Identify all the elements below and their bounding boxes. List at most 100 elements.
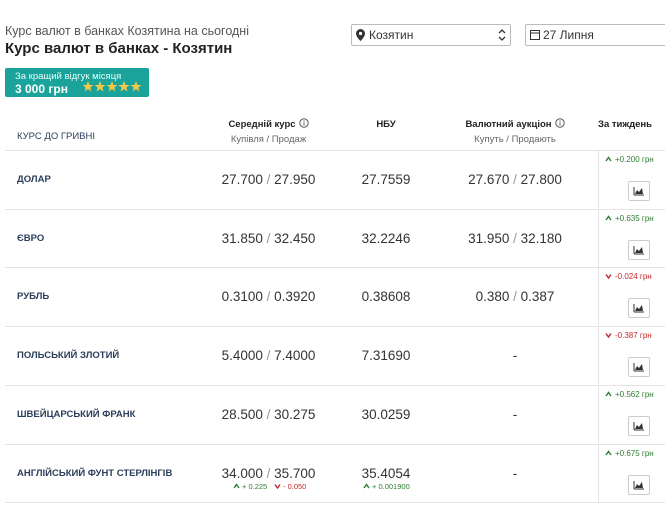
info-icon[interactable] [298, 118, 309, 128]
stars [83, 81, 142, 92]
review-badge[interactable]: За кращий відгук місяця 3 000 грн [5, 68, 149, 97]
buy-rate: 5.4000 [222, 348, 275, 363]
sell-rate: 27.800 [520, 172, 562, 187]
nbu-value: 27.7559 [361, 172, 411, 187]
sell-rate: 30.275 [274, 406, 316, 422]
badge-text: За кращий відгук місяця [15, 71, 122, 82]
title: Курс валют в банках - Козятин [5, 40, 233, 57]
chart-button[interactable] [628, 415, 650, 436]
chart-button[interactable] [628, 239, 650, 260]
column-header: За тиждень [598, 119, 665, 134]
week-value: +0.635 грн [615, 213, 654, 223]
nbu-rate: 35.4054 + 0.001900 [340, 444, 435, 502]
sell-rate: 7.4000 [274, 348, 316, 364]
change-value: + 0.001900 [372, 481, 410, 491]
week-value: +0.675 грн [615, 448, 654, 458]
arrow-up [605, 156, 612, 162]
week-value: -0.387 грн [615, 331, 652, 341]
chart-icon [633, 421, 644, 431]
auction-rate: - [435, 327, 598, 385]
info-icon[interactable] [554, 118, 565, 128]
nbu-rate: 27.7559 [340, 151, 435, 208]
date-input[interactable]: 27 Липня [525, 24, 665, 46]
sell-rate: 27.950 [274, 172, 316, 187]
column-title: Валютний аукціон [435, 118, 595, 130]
average-rate: 0.31000.3920 [197, 268, 343, 326]
nbu-value: 0.38608 [361, 289, 411, 305]
buy-rate: 27.700 [222, 172, 275, 187]
arrow-up [363, 482, 370, 488]
arrow-down [274, 483, 281, 489]
currency-name: Долар [5, 151, 195, 208]
average-change: + 0.225 [233, 482, 267, 491]
sell-rate: 32.180 [520, 230, 562, 246]
table-row: Євро31.85032.45032.224631.95032.180+0.63… [5, 208, 665, 268]
column-subtitle: Купуть / Продають [474, 134, 556, 145]
average-rate: 31.85032.450 [197, 209, 343, 267]
arrow-up [605, 391, 612, 397]
arrow-down [605, 333, 612, 339]
buy-rate: 34.000 [222, 466, 275, 481]
arrow-up [605, 214, 612, 221]
nbu-change: + 0.001900 [363, 482, 410, 491]
nbu-rate: 0.38608 [340, 268, 435, 326]
change-value: - 0.050 [283, 481, 307, 491]
arrow-up [605, 449, 612, 455]
auction-rate: 27.67027.800 [435, 151, 598, 208]
column-header: Валютний аукціон Купуть / Продають [435, 118, 595, 145]
average-change: - 0.050 [274, 482, 306, 491]
week-value: +0.200 грн [615, 155, 654, 164]
nbu-rate: 32.2246 [340, 209, 435, 267]
no-rate: - [512, 348, 518, 364]
table-bottom-border [5, 502, 665, 503]
week-change: +0.562 грн [605, 390, 654, 399]
column-header: НБУ [340, 119, 432, 134]
week-change: +0.200 грн [605, 155, 654, 164]
pin-icon [356, 29, 365, 41]
chart-icon [633, 363, 644, 372]
currency-name: Рубль [5, 268, 195, 326]
column-header: КУРС ДО ГРИВНІ [5, 131, 207, 142]
column-title: Середній курс [197, 118, 340, 130]
weekly-change: +0.675 грн [598, 444, 665, 502]
subtitle: Курс валют в банках Козятина на сьогодні [5, 24, 249, 38]
select-arrows [498, 29, 506, 41]
chart-icon [633, 245, 644, 255]
table-row: Рубль0.31000.39200.386080.3800.387-0.024… [5, 267, 665, 326]
weekly-change: -0.387 грн [598, 327, 665, 385]
auction-rate: 0.3800.387 [435, 268, 598, 326]
week-change: -0.387 грн [605, 331, 652, 340]
sell-rate: 32.450 [274, 230, 316, 246]
buy-rate: 28.500 [222, 407, 275, 422]
auction-rate: - [435, 385, 598, 443]
nbu-value: 30.0259 [361, 406, 411, 422]
nbu-value: 35.4054 [361, 465, 411, 481]
table-row: Швейцарський франк 28.50030.275 30.0259 -+0… [5, 384, 665, 444]
buy-rate: 31.850 [222, 231, 275, 246]
calendar-icon [530, 30, 540, 40]
table-row: Долар27.70027.95027.755927.67027.800+0.2… [5, 150, 665, 209]
chart-button[interactable] [628, 357, 650, 378]
currency-name: Швейцарський франк [5, 385, 195, 443]
change-value: + 0.225 [242, 481, 268, 491]
nbu-value: 32.2246 [361, 230, 411, 246]
weekly-change: +0.635 грн [598, 209, 665, 267]
chart-button[interactable] [628, 181, 650, 201]
city-select[interactable]: Козятин [351, 24, 511, 46]
no-rate: - [512, 465, 518, 481]
nbu-rate: 7.31690 [340, 327, 435, 385]
table-row: Польський злотий5.40007.40007.31690--0.3… [5, 326, 665, 385]
currency-name: Англійський фунт стерлінгів [5, 444, 195, 502]
column-header: Середній курс Купівля / Продаж [197, 118, 340, 145]
nbu-rate: 30.0259 [340, 385, 435, 443]
auction-rate: - [435, 444, 598, 502]
chart-button[interactable] [628, 298, 650, 319]
currency-name: Польський злотий [5, 327, 195, 385]
arrow-up [233, 482, 240, 488]
sell-rate: 35.700 [274, 465, 316, 481]
chart-button[interactable] [628, 474, 650, 495]
chart-icon [633, 187, 644, 196]
average-rate: 27.70027.950 [197, 151, 343, 208]
